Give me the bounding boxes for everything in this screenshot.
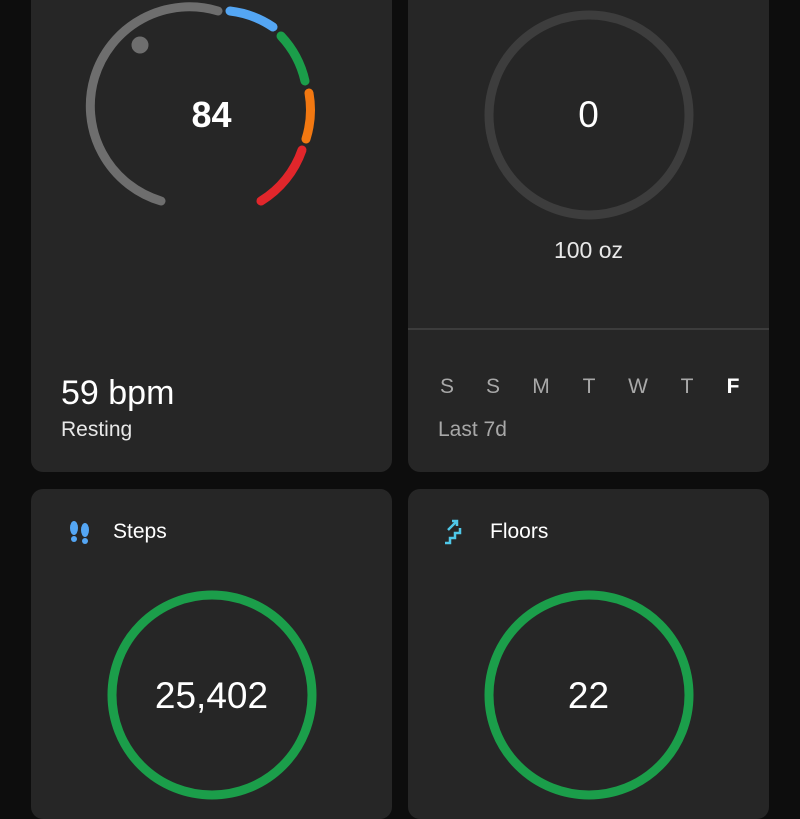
hydration-ring <box>484 10 694 220</box>
floors-value: 22 <box>567 675 610 716</box>
gauge-zone-blue <box>225 6 278 32</box>
day-label: T <box>680 375 694 398</box>
steps-ring <box>107 590 317 800</box>
gauge-zone-green <box>276 31 310 86</box>
gauge-zone-orange <box>301 88 315 144</box>
day-label: T <box>582 375 596 398</box>
steps-header: Steps <box>65 517 167 547</box>
floors-card[interactable]: Floors 22 <box>408 489 769 819</box>
floors-ring-progress <box>484 590 694 800</box>
steps-card[interactable]: Steps 25,402 <box>31 489 392 819</box>
day-label-today: F <box>726 375 740 398</box>
gauge-zone-red <box>256 145 307 206</box>
steps-ring-progress <box>107 590 317 800</box>
period-label: Last 7d <box>438 418 507 441</box>
resting-heart-rate: 59 bpm <box>61 374 175 412</box>
gauge-track <box>85 2 223 206</box>
floors-ring <box>484 590 694 800</box>
footprints-icon <box>65 518 93 546</box>
steps-label: Steps <box>113 520 167 543</box>
gauge-indicator <box>128 33 152 57</box>
heart-rate-card[interactable]: 84 59 bpm Resting <box>31 0 392 472</box>
stairs-icon <box>442 518 470 546</box>
day-label: S <box>485 375 500 398</box>
floors-label: Floors <box>490 520 549 543</box>
heart-rate-gauge <box>85 2 315 206</box>
resting-label: Resting <box>61 418 133 441</box>
hydration-goal: 100 oz <box>553 237 624 263</box>
day-label: M <box>532 375 550 398</box>
day-label: S <box>439 375 454 398</box>
divider <box>408 328 769 330</box>
floors-header: Floors <box>442 517 548 547</box>
weekday-row: S S M T W T F <box>432 375 752 405</box>
hydration-value: 0 <box>578 94 599 135</box>
day-label: W <box>628 375 648 398</box>
hydration-ring-track <box>484 10 694 220</box>
hydration-card[interactable]: 0 100 oz S S M T W T F Last 7d <box>408 0 769 472</box>
steps-value: 25,402 <box>154 675 269 716</box>
current-heart-rate: 84 <box>191 94 232 135</box>
